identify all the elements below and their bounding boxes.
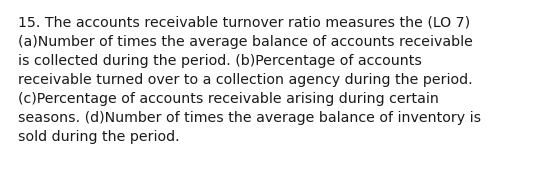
Text: 15. The accounts receivable turnover ratio measures the (LO 7)
(a)Number of time: 15. The accounts receivable turnover rat…	[18, 16, 481, 144]
